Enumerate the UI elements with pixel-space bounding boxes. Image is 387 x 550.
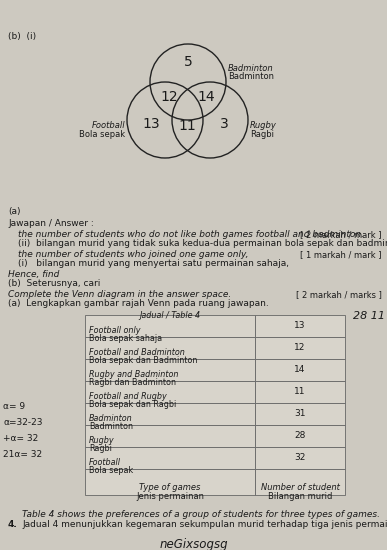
- Text: Jenis permainan: Jenis permainan: [136, 492, 204, 501]
- Text: 13: 13: [142, 117, 160, 131]
- Text: (ii)  bilangan murid yang tidak suka kedua-dua permainan bola sepak dan badminto: (ii) bilangan murid yang tidak suka kedu…: [18, 239, 387, 248]
- Text: Ragbi dan Badminton: Ragbi dan Badminton: [89, 378, 176, 387]
- Text: the number of students who joined one game only,: the number of students who joined one ga…: [18, 250, 248, 259]
- Text: Bola sepak dan Ragbi: Bola sepak dan Ragbi: [89, 400, 176, 409]
- Text: Bola sepak dan Badminton: Bola sepak dan Badminton: [89, 356, 197, 365]
- Text: Rugby and Badminton: Rugby and Badminton: [89, 370, 178, 379]
- Bar: [85, 425, 255, 447]
- Bar: [255, 315, 345, 337]
- Text: (b)  Seterusnya, cari: (b) Seterusnya, cari: [8, 279, 100, 288]
- Text: Badminton: Badminton: [228, 72, 274, 81]
- Text: Table 4 shows the preferences of a group of students for three types of games.: Table 4 shows the preferences of a group…: [22, 510, 380, 519]
- Text: α=32-23: α=32-23: [3, 418, 43, 427]
- Text: Badminton: Badminton: [89, 414, 133, 423]
- Text: [ 2 markah / marks ]: [ 2 markah / marks ]: [296, 290, 382, 299]
- Text: Jadual 4 menunjukkan kegemaran sekumpulan murid terhadap tiga jenis permainan.: Jadual 4 menunjukkan kegemaran sekumpula…: [22, 520, 387, 529]
- Text: 4.: 4.: [8, 520, 18, 529]
- Text: Badminton: Badminton: [228, 64, 274, 73]
- Text: Jadual / Table 4: Jadual / Table 4: [139, 311, 200, 320]
- Text: Football: Football: [91, 121, 125, 130]
- Bar: [85, 469, 255, 495]
- Text: 3: 3: [220, 117, 228, 131]
- Text: 14: 14: [294, 366, 306, 375]
- Text: Hence, find: Hence, find: [8, 270, 59, 279]
- Bar: [255, 447, 345, 469]
- Bar: [85, 359, 255, 381]
- Bar: [85, 403, 255, 425]
- Bar: [255, 403, 345, 425]
- Text: +α= 32: +α= 32: [3, 434, 38, 443]
- Text: Bola sepak: Bola sepak: [89, 466, 133, 475]
- Text: the number of students who do not like both games football and badminton.: the number of students who do not like b…: [18, 230, 364, 239]
- Text: 32: 32: [294, 454, 306, 463]
- Text: Football: Football: [89, 458, 121, 467]
- Text: Complete the Venn diagram in the answer space.: Complete the Venn diagram in the answer …: [8, 290, 231, 299]
- Text: Rugby: Rugby: [250, 121, 277, 130]
- Text: 11: 11: [294, 388, 306, 397]
- Text: Bola sepak sahaja: Bola sepak sahaja: [89, 334, 162, 343]
- Text: Number of student: Number of student: [260, 483, 339, 492]
- Text: α= 9: α= 9: [3, 402, 25, 411]
- Bar: [85, 447, 255, 469]
- Text: neGixsogsg: neGixsogsg: [160, 538, 228, 550]
- Bar: [255, 381, 345, 403]
- Text: 5: 5: [183, 55, 192, 69]
- Text: [ 1 markah / mark ]: [ 1 markah / mark ]: [300, 250, 382, 259]
- Bar: [85, 315, 255, 337]
- Text: Type of games: Type of games: [139, 483, 201, 492]
- Text: (a)  Lengkapkan gambar rajah Venn pada ruang jawapan.: (a) Lengkapkan gambar rajah Venn pada ru…: [8, 299, 269, 308]
- Text: 28 11 - 14: 28 11 - 14: [353, 311, 387, 321]
- Text: Football only: Football only: [89, 326, 140, 335]
- Text: 14: 14: [197, 90, 215, 104]
- Text: 28: 28: [294, 432, 306, 441]
- Bar: [255, 469, 345, 495]
- Text: Football and Badminton: Football and Badminton: [89, 348, 185, 357]
- Text: Rugby: Rugby: [89, 436, 115, 445]
- Text: 12: 12: [294, 344, 306, 353]
- Text: 13: 13: [294, 322, 306, 331]
- Bar: [85, 381, 255, 403]
- Text: Jawapan / Answer :: Jawapan / Answer :: [8, 219, 94, 228]
- Text: (i)   bilangan murid yang menyertai satu permainan sahaja,: (i) bilangan murid yang menyertai satu p…: [18, 259, 289, 268]
- Text: 12: 12: [160, 90, 178, 104]
- Text: 21α= 32: 21α= 32: [3, 450, 42, 459]
- Text: Bilangan murid: Bilangan murid: [268, 492, 332, 501]
- Text: (a): (a): [8, 207, 21, 216]
- Text: Bola sepak: Bola sepak: [79, 130, 125, 139]
- Bar: [255, 425, 345, 447]
- Bar: [255, 337, 345, 359]
- Text: Ragbi: Ragbi: [89, 444, 112, 453]
- Bar: [85, 337, 255, 359]
- Text: (b)  (i): (b) (i): [8, 32, 36, 41]
- Text: [ 2 markah / mark ]: [ 2 markah / mark ]: [300, 230, 382, 239]
- Text: 11: 11: [179, 119, 196, 133]
- Text: Ragbi: Ragbi: [250, 130, 274, 139]
- Text: Badminton: Badminton: [89, 422, 133, 431]
- Text: Football and Rugby: Football and Rugby: [89, 392, 167, 401]
- Text: 31: 31: [294, 410, 306, 419]
- Bar: [255, 359, 345, 381]
